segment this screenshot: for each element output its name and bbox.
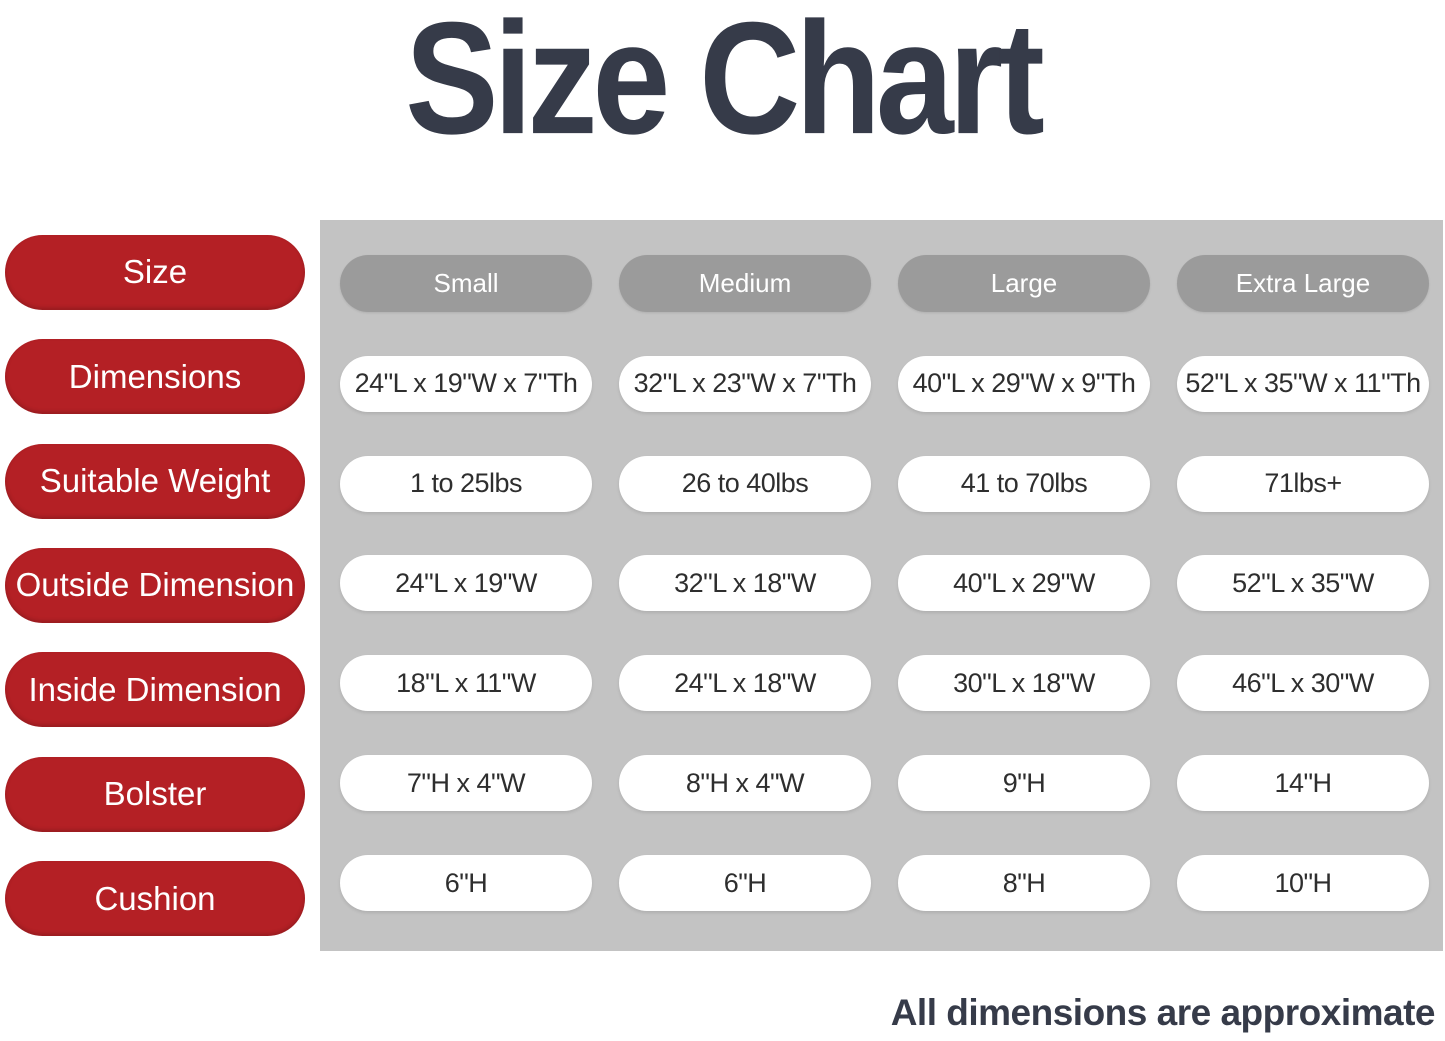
cell-inside-large: 30"L x 18"W bbox=[898, 655, 1150, 712]
cell-outside-extra-large: 52"L x 35"W bbox=[1177, 555, 1429, 612]
row-label-size: Size bbox=[5, 234, 305, 310]
size-table-panel: Small Medium Large Extra Large 24"L x 19… bbox=[320, 220, 1443, 951]
row-label-bolster: Bolster bbox=[5, 756, 305, 832]
column-header-small: Small bbox=[340, 255, 592, 313]
cell-inside-extra-large: 46"L x 30"W bbox=[1177, 655, 1429, 712]
table-row-outside-dimension: 24"L x 19"W 32"L x 18"W 40"L x 29"W 52"L… bbox=[340, 534, 1429, 634]
row-label-inside-dimension: Inside Dimension bbox=[5, 652, 305, 728]
row-label-suitable-weight: Suitable Weight bbox=[5, 443, 305, 519]
table-row-dimensions: 24"L x 19"W x 7"Th 32"L x 23"W x 7"Th 40… bbox=[340, 334, 1429, 434]
column-header-extra-large: Extra Large bbox=[1177, 255, 1429, 313]
cell-bolster-medium: 8"H x 4"W bbox=[619, 755, 871, 812]
row-label-cushion: Cushion bbox=[5, 861, 305, 937]
column-header-medium: Medium bbox=[619, 255, 871, 313]
cell-weight-small: 1 to 25lbs bbox=[340, 455, 592, 512]
cell-dimensions-medium: 32"L x 23"W x 7"Th bbox=[619, 355, 871, 412]
cell-weight-large: 41 to 70lbs bbox=[898, 455, 1150, 512]
cell-bolster-small: 7"H x 4"W bbox=[340, 755, 592, 812]
cell-inside-medium: 24"L x 18"W bbox=[619, 655, 871, 712]
cell-dimensions-extra-large: 52"L x 35"W x 11"Th bbox=[1177, 355, 1429, 412]
table-row-suitable-weight: 1 to 25lbs 26 to 40lbs 41 to 70lbs 71lbs… bbox=[340, 434, 1429, 534]
cell-dimensions-small: 24"L x 19"W x 7"Th bbox=[340, 355, 592, 412]
table-row-inside-dimension: 18"L x 11"W 24"L x 18"W 30"L x 18"W 46"L… bbox=[340, 633, 1429, 733]
column-header-large: Large bbox=[898, 255, 1150, 313]
cell-inside-small: 18"L x 11"W bbox=[340, 655, 592, 712]
row-label-column: Size Dimensions Suitable Weight Outside … bbox=[5, 220, 305, 951]
page-title: Size Chart bbox=[405, 0, 1045, 168]
cell-cushion-medium: 6"H bbox=[619, 855, 871, 912]
table-row-cushion: 6"H 6"H 8"H 10"H bbox=[340, 833, 1429, 933]
header-row: Small Medium Large Extra Large bbox=[340, 234, 1429, 334]
cell-weight-extra-large: 71lbs+ bbox=[1177, 455, 1429, 512]
cell-cushion-large: 8"H bbox=[898, 855, 1150, 912]
cell-bolster-extra-large: 14"H bbox=[1177, 755, 1429, 812]
cell-bolster-large: 9"H bbox=[898, 755, 1150, 812]
cell-dimensions-large: 40"L x 29"W x 9"Th bbox=[898, 355, 1150, 412]
row-label-outside-dimension: Outside Dimension bbox=[5, 547, 305, 623]
row-label-dimensions: Dimensions bbox=[5, 339, 305, 415]
footnote: All dimensions are approximate bbox=[890, 992, 1436, 1033]
cell-outside-small: 24"L x 19"W bbox=[340, 555, 592, 612]
cell-cushion-small: 6"H bbox=[340, 855, 592, 912]
cell-outside-large: 40"L x 29"W bbox=[898, 555, 1150, 612]
table-row-bolster: 7"H x 4"W 8"H x 4"W 9"H 14"H bbox=[340, 733, 1429, 833]
cell-cushion-extra-large: 10"H bbox=[1177, 855, 1429, 912]
cell-outside-medium: 32"L x 18"W bbox=[619, 555, 871, 612]
cell-weight-medium: 26 to 40lbs bbox=[619, 455, 871, 512]
